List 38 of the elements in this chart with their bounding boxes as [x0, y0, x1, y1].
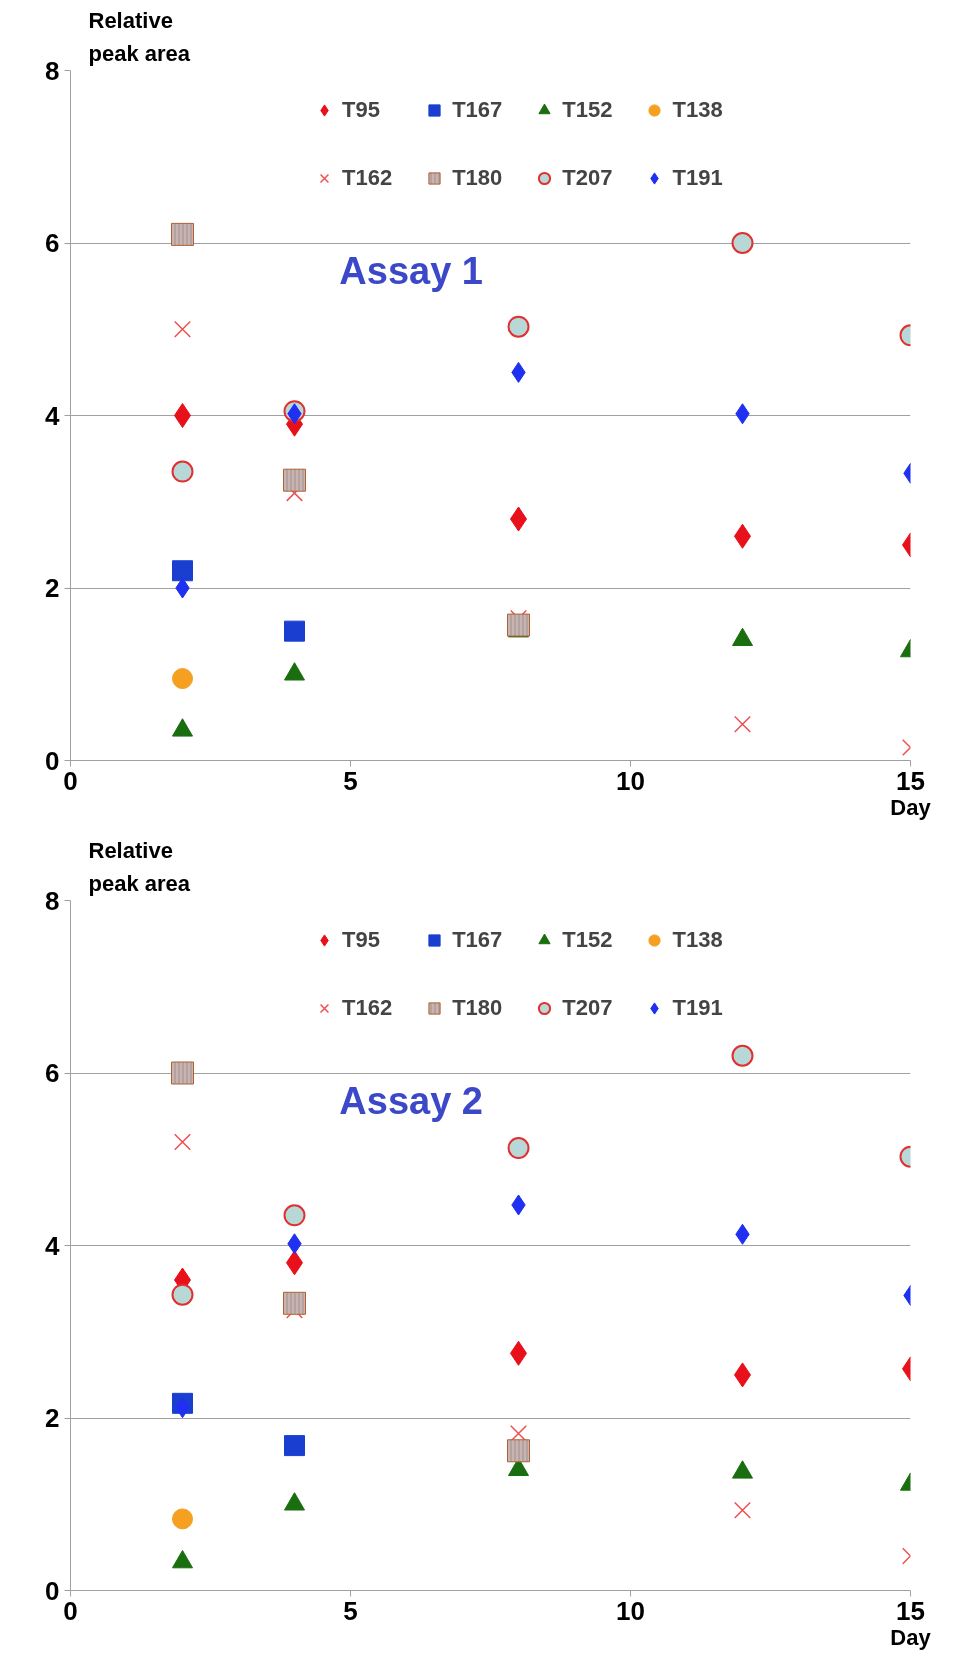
- y-tick-label: 2: [45, 573, 60, 603]
- y-tick-label: 4: [45, 400, 61, 431]
- text: Assay 2: [339, 1079, 483, 1122]
- y-axis-title: Relative peak area: [88, 8, 191, 66]
- legend-label: T95: [342, 926, 380, 954]
- y-tick-label: 2: [45, 1403, 60, 1433]
- text: Assay 1: [339, 249, 483, 292]
- x-tick-label: 5: [343, 1595, 358, 1626]
- legend-label: T207: [562, 164, 613, 192]
- y-tick-label: 4: [45, 1230, 61, 1261]
- legend-label: T180: [452, 164, 503, 192]
- legend-label: T95: [342, 96, 380, 124]
- x-tick-label: 10: [616, 1595, 645, 1626]
- legend-label: T138: [672, 96, 723, 124]
- legend-label: T207: [562, 994, 613, 1022]
- legend-label: T167: [452, 96, 503, 124]
- y-axis-title: Relative peak area: [88, 838, 191, 896]
- x-axis-title: Day: [890, 1624, 932, 1650]
- x-tick-label: 15: [896, 765, 925, 796]
- legend-label: T162: [342, 994, 393, 1022]
- legend-label: T162: [342, 164, 393, 192]
- y-tick-label: 6: [45, 228, 60, 258]
- legend-label: T152: [562, 926, 613, 954]
- x-tick-label: 15: [896, 1595, 925, 1626]
- legend-label: T138: [672, 926, 723, 954]
- x-axis-title: Day: [890, 794, 932, 820]
- x-tick-label: 10: [616, 765, 645, 796]
- x-tick-label: 5: [343, 765, 358, 796]
- y-tick-label: 6: [45, 1058, 60, 1088]
- legend-label: T167: [452, 926, 503, 954]
- y-tick-label: 8: [45, 885, 60, 916]
- legend-label: T191: [672, 164, 723, 192]
- y-tick-label: 0: [45, 745, 60, 776]
- y-tick-label: 8: [45, 55, 60, 86]
- legend-label: T180: [452, 994, 503, 1022]
- legend-label: T191: [672, 994, 723, 1022]
- y-tick-label: 0: [45, 1575, 60, 1606]
- legend-label: T152: [562, 96, 613, 124]
